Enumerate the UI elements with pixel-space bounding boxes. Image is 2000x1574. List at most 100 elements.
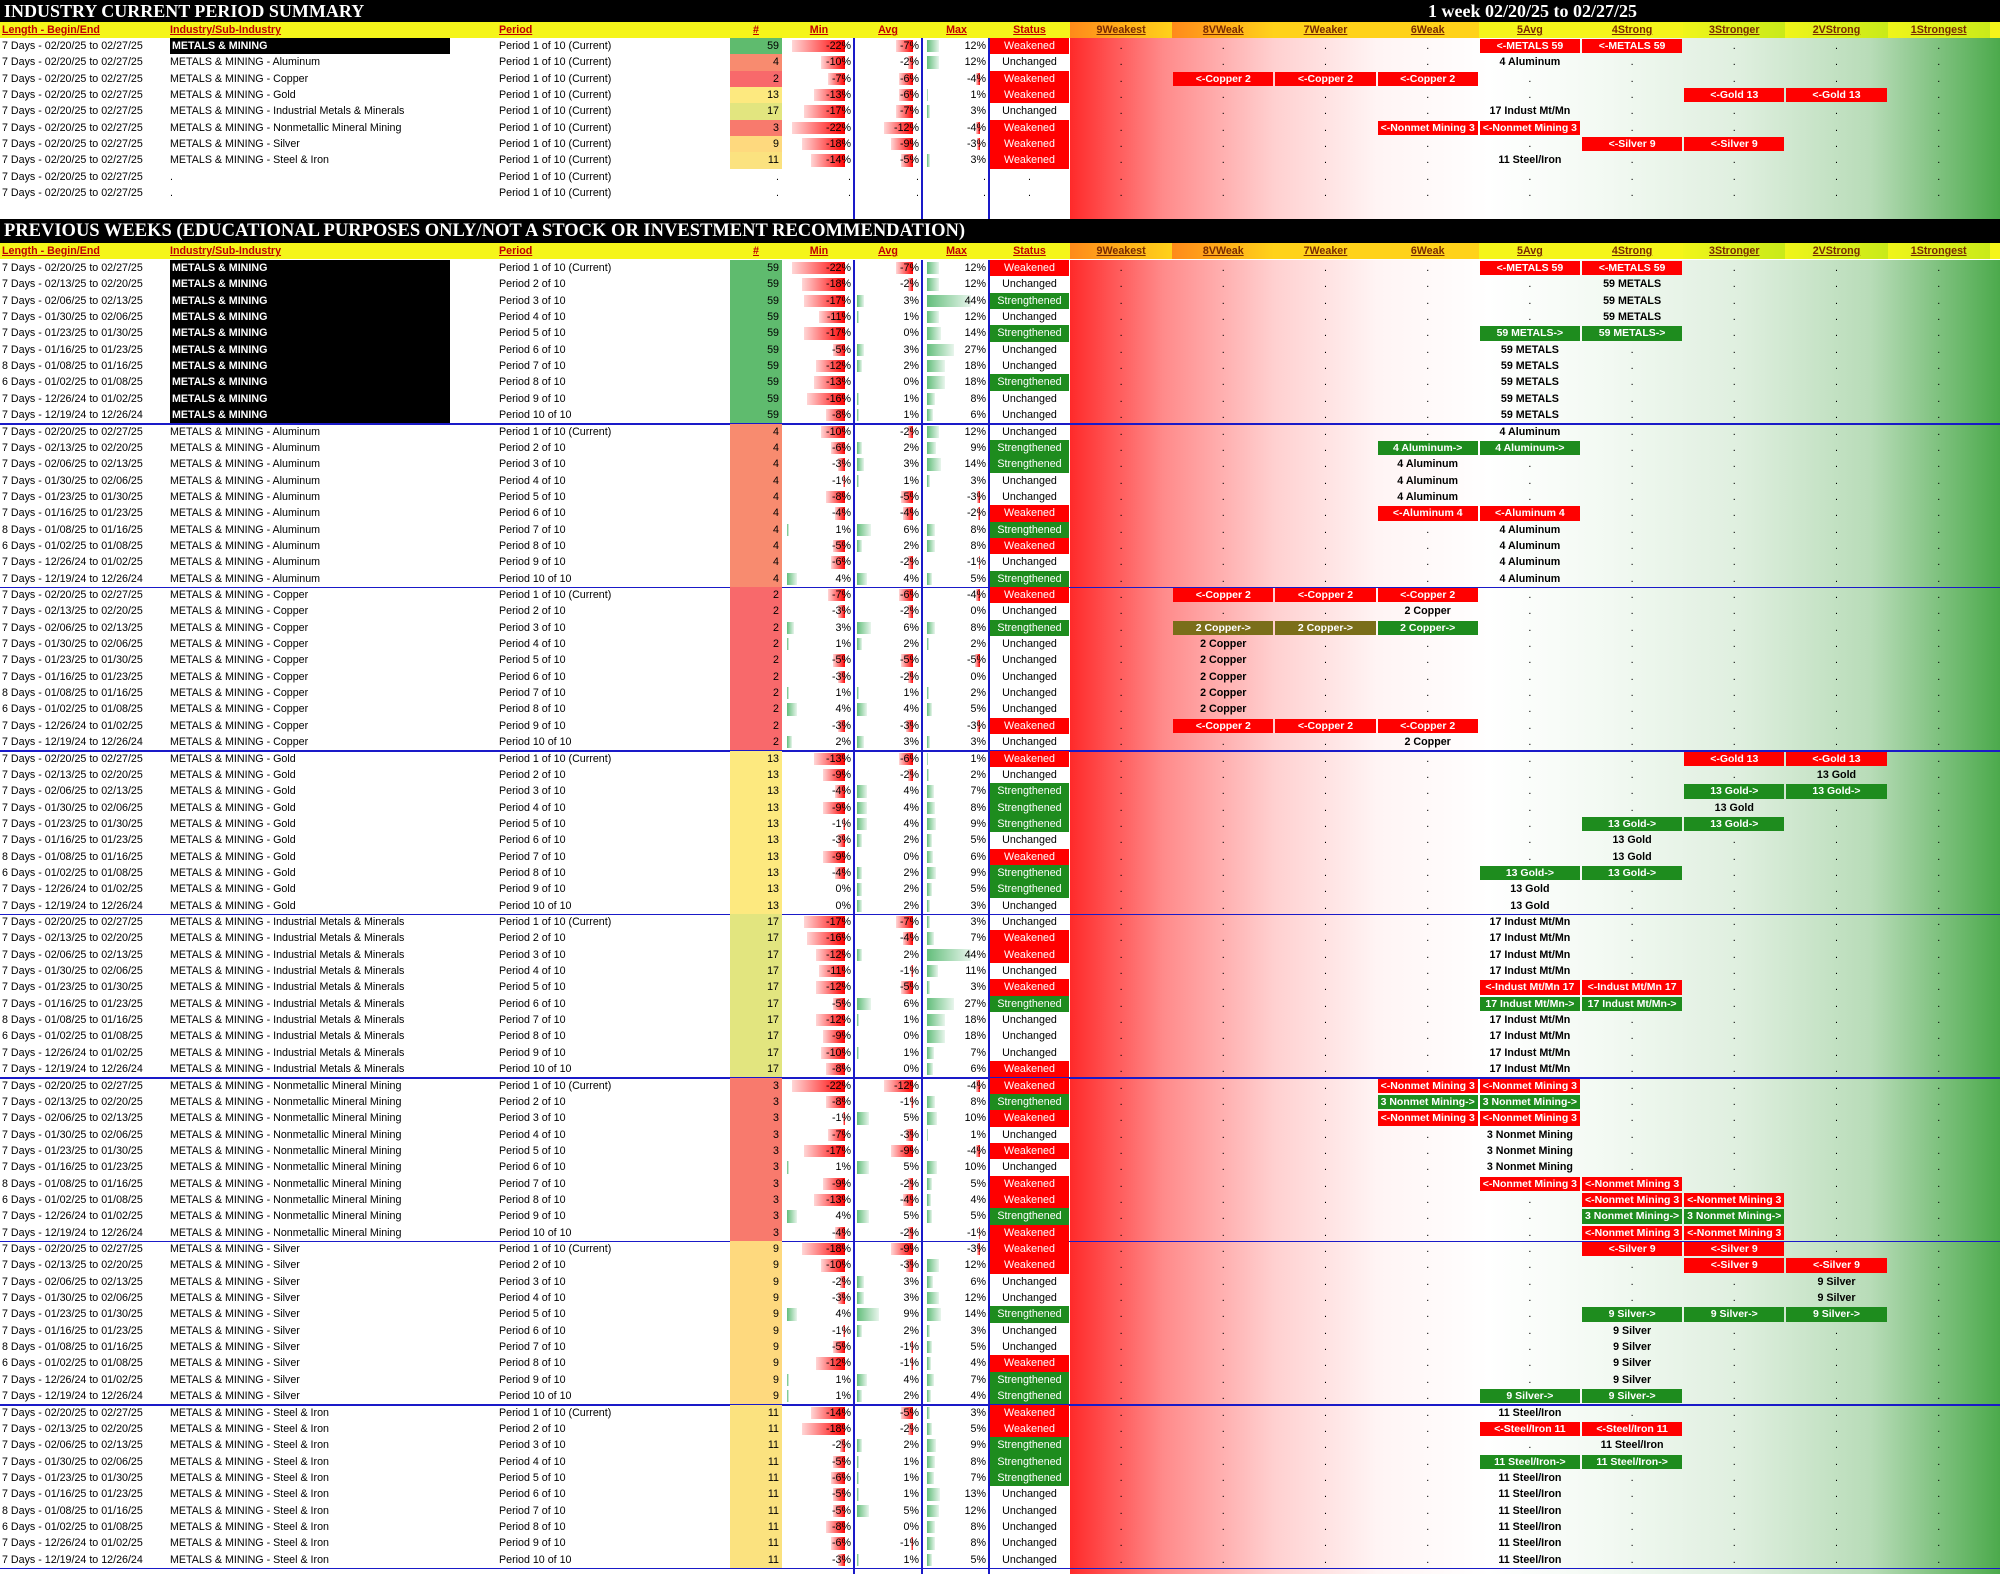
header-zone-7weaker[interactable]: 7Weaker [1274,22,1377,39]
zone-tag[interactable]: <-Silver 9 [1684,1258,1785,1273]
zone-tag[interactable]: <-METALS 59 [1479,39,1580,54]
zone-tag[interactable]: 4 Aluminum-> [1377,440,1478,456]
zone-tag[interactable]: 3 Nonmet Mining-> [1684,1209,1785,1224]
header-zone-5avg[interactable]: 5Avg [1478,22,1581,39]
header-zone-8vweak[interactable]: 8VWeak [1172,243,1275,260]
header-period[interactable]: Period [499,245,533,257]
zone-tag[interactable]: <-Gold 13 [1786,88,1887,103]
zone-tag[interactable]: <-Gold 13 [1684,751,1785,766]
zone-tag[interactable]: <-Copper 2 [1377,71,1478,87]
zone-tag[interactable]: <-Indust Mt/Mn 17 [1479,980,1580,995]
zone-tag[interactable]: 59 METALS-> [1479,326,1580,341]
zone-tag[interactable]: 17 Indust Mt/Mn-> [1582,996,1683,1012]
zone-tag[interactable]: <-Aluminum 4 [1377,506,1478,521]
header-industry[interactable]: Industry/Sub-Industry [170,245,282,257]
zone-tag[interactable]: <-Gold 13 [1786,751,1887,766]
header-zone-6weak[interactable]: 6Weak [1376,243,1479,260]
zone-tag[interactable]: 3 Nonmet Mining-> [1582,1209,1683,1224]
zone-tag[interactable]: <-Copper 2 [1173,588,1274,603]
header-count[interactable]: # [753,245,759,257]
header-zone-2vstrong[interactable]: 2VStrong [1785,22,1888,39]
zone-tag[interactable]: <-Nonmet Mining 3 [1479,1078,1580,1093]
header-status[interactable]: Status [1013,24,1046,36]
zone-tag[interactable]: 13 Gold-> [1582,865,1683,881]
header-zone-3stronger[interactable]: 3Stronger [1683,243,1786,260]
header-zone-1strongest[interactable]: 1Strongest [1887,22,1990,39]
zone-tag[interactable]: 13 Gold-> [1684,784,1785,799]
zone-tag[interactable]: <-Nonmet Mining 3 [1479,120,1580,136]
header-zone-4strong[interactable]: 4Strong [1581,243,1684,260]
zone-tag[interactable]: <-Nonmet Mining 3 [1582,1225,1683,1240]
zone-tag[interactable]: <-Silver 9 [1786,1258,1887,1273]
zone-tag[interactable]: 9 Silver-> [1786,1307,1887,1322]
zone-tag[interactable]: <-Nonmet Mining 3 [1582,1192,1683,1208]
header-status[interactable]: Status [1013,245,1046,257]
zone-tag[interactable]: 59 METALS-> [1582,326,1683,341]
header-min[interactable]: Min [809,24,829,36]
header-count[interactable]: # [753,24,759,36]
zone-tag[interactable]: 17 Indust Mt/Mn-> [1479,996,1580,1012]
zone-tag[interactable]: 3 Nonmet Mining-> [1377,1094,1478,1110]
zone-tag[interactable]: <-Copper 2 [1275,588,1376,603]
zone-tag[interactable]: <-Nonmet Mining 3 [1684,1192,1785,1208]
zone-tag[interactable]: <-Indust Mt/Mn 17 [1582,980,1683,995]
header-length[interactable]: Length - Begin/End [2,245,100,257]
header-period[interactable]: Period [499,24,533,36]
header-min[interactable]: Min [809,245,829,257]
zone-tag[interactable]: <-Steel/Iron 11 [1582,1421,1683,1437]
zone-tag[interactable]: <-METALS 59 [1582,39,1683,54]
zone-tag[interactable]: 9 Silver-> [1684,1307,1785,1322]
header-avg[interactable]: Avg [878,24,898,36]
zone-tag[interactable]: <-Copper 2 [1275,71,1376,87]
zone-tag[interactable]: <-Nonmet Mining 3 [1377,120,1478,136]
header-length[interactable]: Length - Begin/End [2,24,100,36]
header-zone-9weakest[interactable]: 9Weakest [1070,243,1173,260]
zone-tag[interactable]: <-Silver 9 [1582,1242,1683,1257]
zone-tag[interactable]: 13 Gold-> [1786,784,1887,799]
zone-tag[interactable]: <-Silver 9 [1684,1242,1785,1257]
header-zone-2vstrong[interactable]: 2VStrong [1785,243,1888,260]
zone-tag[interactable]: 2 Copper-> [1173,620,1274,636]
header-max[interactable]: Max [946,245,967,257]
zone-tag[interactable]: 2 Copper-> [1275,620,1376,636]
header-zone-9weakest[interactable]: 9Weakest [1070,22,1173,39]
header-max[interactable]: Max [946,24,967,36]
header-zone-3stronger[interactable]: 3Stronger [1683,22,1786,39]
header-industry[interactable]: Industry/Sub-Industry [170,24,282,36]
zone-tag[interactable]: <-Copper 2 [1275,718,1376,734]
header-zone-5avg[interactable]: 5Avg [1478,243,1581,260]
zone-tag[interactable]: 4 Aluminum-> [1479,440,1580,456]
header-zone-8vweak[interactable]: 8VWeak [1172,22,1275,39]
zone-tag[interactable]: <-Nonmet Mining 3 [1582,1176,1683,1191]
zone-tag[interactable]: <-Copper 2 [1377,718,1478,734]
zone-tag[interactable]: <-Silver 9 [1684,137,1785,152]
zone-tag[interactable]: <-Steel/Iron 11 [1479,1421,1580,1437]
zone-tag[interactable]: <-Gold 13 [1684,88,1785,103]
zone-tag[interactable]: <-Nonmet Mining 3 [1479,1176,1580,1191]
zone-tag[interactable]: 2 Copper-> [1377,620,1478,636]
zone-tag[interactable]: 13 Gold-> [1479,865,1580,881]
zone-tag[interactable]: 9 Silver-> [1479,1389,1580,1404]
zone-tag[interactable]: 11 Steel/Iron-> [1479,1454,1580,1469]
zone-tag[interactable]: 13 Gold-> [1582,816,1683,832]
zone-tag[interactable]: 3 Nonmet Mining-> [1479,1094,1580,1110]
zone-tag[interactable]: <-Copper 2 [1173,71,1274,87]
zone-tag[interactable]: 11 Steel/Iron-> [1582,1454,1683,1469]
zone-tag[interactable]: <-Nonmet Mining 3 [1377,1078,1478,1093]
header-zone-1strongest[interactable]: 1Strongest [1887,243,1990,260]
zone-tag[interactable]: <-Aluminum 4 [1479,506,1580,521]
zone-tag[interactable]: <-Nonmet Mining 3 [1479,1111,1580,1126]
zone-tag[interactable]: <-METALS 59 [1479,261,1580,276]
header-zone-4strong[interactable]: 4Strong [1581,22,1684,39]
zone-tag[interactable]: <-Copper 2 [1377,588,1478,603]
zone-tag[interactable]: <-METALS 59 [1582,261,1683,276]
zone-tag[interactable]: 9 Silver-> [1582,1307,1683,1322]
header-zone-7weaker[interactable]: 7Weaker [1274,243,1377,260]
zone-tag[interactable]: 13 Gold-> [1684,816,1785,832]
zone-tag[interactable]: <-Silver 9 [1582,137,1683,152]
zone-tag[interactable]: <-Nonmet Mining 3 [1377,1111,1478,1126]
zone-tag[interactable]: 9 Silver-> [1582,1389,1683,1404]
header-zone-6weak[interactable]: 6Weak [1376,22,1479,39]
zone-tag[interactable]: <-Copper 2 [1173,718,1274,734]
header-avg[interactable]: Avg [878,245,898,257]
